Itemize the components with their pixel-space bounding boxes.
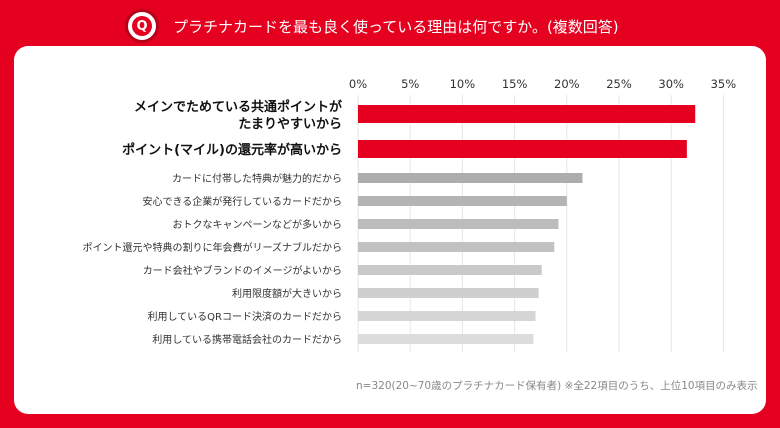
category-label: カード会社やブランドのイメージがよいから	[143, 264, 342, 277]
category-label: メインでためている共通ポイントが	[134, 99, 342, 115]
bar	[358, 334, 534, 344]
tick-label: 15%	[502, 77, 528, 91]
category-label: 利用限度額が大きいから	[232, 287, 342, 300]
category-label: ポイント(マイル)の還元率が高いから	[122, 142, 342, 158]
footnote: n=320(20~70歳のプラチナカード保有者) ※全22項目のうち、上位10項…	[356, 380, 758, 392]
bar	[358, 242, 555, 252]
bar	[358, 265, 542, 275]
tick-label: 25%	[606, 77, 632, 91]
bar	[358, 105, 696, 123]
category-label: ポイント還元や特典の割りに年会費がリーズナブルだから	[83, 241, 343, 254]
category-label: 安心できる企業が発行しているカードだから	[143, 195, 343, 208]
bar	[358, 196, 567, 206]
tick-label: 20%	[554, 77, 580, 91]
bar	[358, 140, 687, 158]
bar	[358, 288, 539, 298]
title-text: プラチナカードを最も良く使っている理由は何ですか。(複数回答)	[173, 17, 619, 36]
tick-label: 0%	[349, 77, 367, 91]
category-label: 利用している携帯電話会社のカードだから	[152, 333, 342, 346]
tick-label: 10%	[450, 77, 476, 91]
bar	[358, 219, 559, 229]
bar	[358, 311, 536, 321]
question-title: Q プラチナカードを最も良く使っている理由は何ですか。(複数回答)	[125, 8, 619, 44]
tick-label: 30%	[658, 77, 684, 91]
tick-label: 5%	[401, 77, 419, 91]
category-label: カードに付帯した特典が魅力的だから	[172, 172, 342, 185]
tick-label: 35%	[711, 77, 737, 91]
bar	[358, 173, 583, 183]
category-label: おトクなキャンペーンなどが多いから	[173, 218, 343, 231]
q-circle-icon: Q	[125, 9, 159, 43]
category-label: たまりやすいから	[238, 117, 342, 132]
category-label: 利用しているQRコード決済のカードだから	[147, 310, 342, 323]
